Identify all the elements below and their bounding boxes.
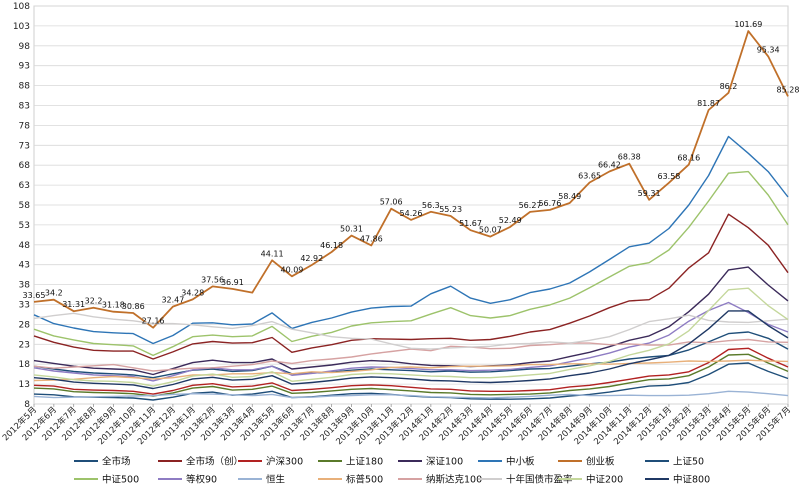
- series-lines: [33, 30, 789, 401]
- data-label: 56.27: [519, 201, 542, 210]
- y-tick-label: 98: [19, 42, 31, 52]
- data-label: 32.2: [85, 297, 103, 306]
- data-label: 46.18: [320, 241, 343, 250]
- data-label: 95.34: [757, 45, 780, 54]
- legend-label: 十年国债市盈率: [506, 474, 573, 486]
- y-tick-label: 33: [19, 301, 30, 311]
- series-line-6: [33, 30, 789, 329]
- y-axis: 8 13 18 23 28 33 38 43 48 53 58 63 68 73 78 83 88 93 98 103…: [13, 2, 30, 410]
- legend-label: 全市场（创）: [186, 456, 243, 468]
- y-tick-label: 13: [19, 380, 30, 390]
- data-label: 101.69: [734, 20, 762, 29]
- legend-label: 上证50: [673, 457, 704, 468]
- series-line-10: [33, 390, 789, 399]
- legend: 全市场 全市场（创） 沪深300 上证180 深证100 中小板 创业板 上证50 中证500 等…: [74, 456, 710, 486]
- data-label: 66.42: [598, 160, 621, 169]
- y-tick-label: 73: [19, 141, 30, 151]
- data-label: 31.31: [62, 300, 85, 309]
- data-label: 56.76: [538, 199, 561, 208]
- y-tick-label: 108: [13, 2, 30, 12]
- series-line-13: [33, 312, 789, 350]
- series-line-4: [33, 266, 789, 376]
- data-label: 42.92: [300, 254, 323, 263]
- series-line-5: [33, 135, 789, 345]
- y-tick-label: 23: [19, 340, 30, 350]
- data-label: 32.47: [161, 296, 184, 305]
- data-label: 44.11: [261, 249, 284, 258]
- data-label: 54.26: [400, 209, 423, 218]
- legend-label: 等权90: [186, 474, 217, 486]
- data-label: 34.28: [181, 288, 204, 297]
- data-label: 58.49: [558, 192, 581, 201]
- data-label: 63.58: [657, 172, 680, 181]
- y-tick-label: 83: [19, 102, 30, 112]
- data-label: 36.91: [221, 278, 244, 287]
- y-tick-label: 103: [13, 22, 30, 32]
- data-label: 85.28: [777, 85, 800, 94]
- data-label: 27.16: [142, 317, 165, 326]
- y-tick-label: 53: [19, 221, 30, 231]
- data-label: 31.18: [102, 301, 125, 310]
- legend-label: 标普500: [346, 474, 383, 486]
- legend-label: 纳斯达克100: [426, 474, 482, 486]
- y-tick-label: 43: [19, 261, 30, 271]
- data-label: 51.67: [459, 219, 482, 228]
- y-tick-label: 38: [19, 281, 31, 291]
- data-label: 52.49: [499, 216, 522, 225]
- legend-label: 创业板: [586, 456, 615, 468]
- data-label: 57.06: [380, 198, 403, 207]
- legend-label: 中证800: [673, 474, 710, 486]
- data-label: 55.23: [439, 205, 462, 214]
- y-tick-label: 48: [19, 241, 31, 251]
- series-line-14: [33, 287, 789, 387]
- y-tick-label: 18: [19, 360, 31, 370]
- y-tick-label: 78: [19, 121, 31, 131]
- legend-label: 上证180: [346, 457, 383, 468]
- data-label: 56.3: [422, 201, 440, 210]
- data-label: 40.09: [280, 265, 303, 274]
- series-line-8: [33, 170, 789, 357]
- x-axis: 2012年5月2012年6月2012年7月2012年8月2012年9月2012年…: [0, 404, 793, 447]
- legend-label: 中证500: [102, 474, 139, 486]
- legend-label: 深证100: [426, 457, 463, 468]
- data-label: 50.07: [479, 226, 502, 235]
- data-label: 47.86: [360, 234, 383, 243]
- data-label: 68.16: [677, 154, 700, 163]
- y-tick-label: 88: [19, 82, 31, 92]
- series-line-0: [33, 331, 789, 379]
- data-label: 34.2: [45, 289, 63, 298]
- data-label: 63.65: [578, 172, 601, 181]
- data-label: 50.31: [340, 225, 363, 234]
- data-label: 37.56: [201, 275, 224, 284]
- legend-label: 中证200: [586, 474, 623, 486]
- legend-label: 中小板: [506, 456, 535, 468]
- series-line-12: [33, 338, 789, 372]
- data-label: 86.2: [720, 82, 738, 91]
- y-tick-label: 93: [19, 62, 30, 72]
- y-tick-label: 28: [19, 320, 31, 330]
- y-tick-label: 58: [19, 201, 31, 211]
- data-label: 68.38: [618, 153, 641, 162]
- series-line-1: [33, 213, 789, 360]
- series-line-9: [33, 301, 789, 382]
- data-label: 81.87: [697, 99, 720, 108]
- data-label: 59.31: [638, 189, 661, 198]
- gridlines: [33, 5, 789, 405]
- y-tick-label: 63: [19, 181, 30, 191]
- data-label: 33.65: [23, 291, 46, 300]
- series-line-2: [33, 347, 789, 395]
- y-tick-label: 68: [19, 161, 31, 171]
- y-tick-label: 8: [24, 400, 30, 410]
- legend-label: 沪深300: [266, 456, 303, 468]
- data-label: 30.86: [122, 302, 145, 311]
- legend-label: 恒生: [266, 474, 286, 486]
- series-line-11: [33, 359, 789, 382]
- series-line-15: [33, 310, 789, 390]
- legend-label: 全市场: [102, 456, 131, 468]
